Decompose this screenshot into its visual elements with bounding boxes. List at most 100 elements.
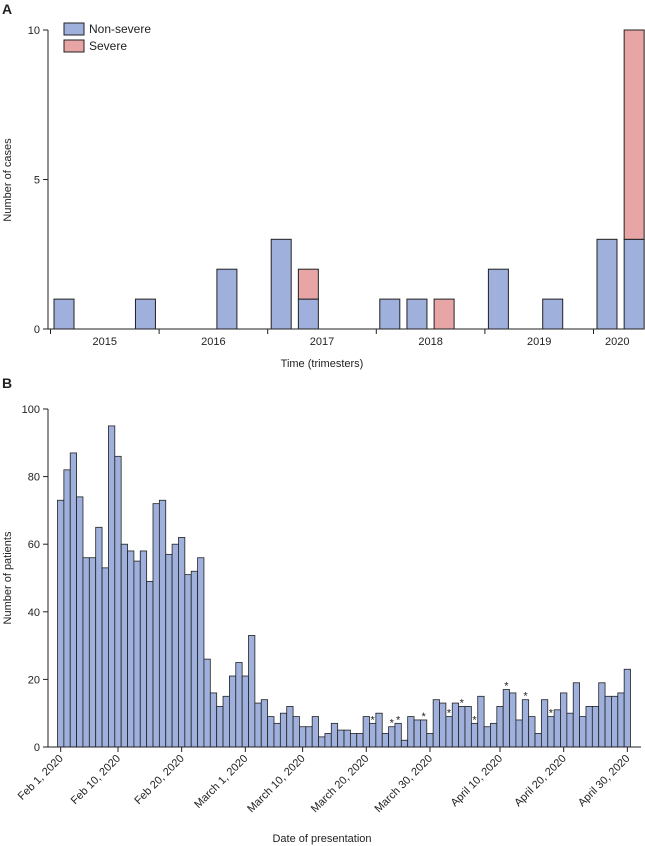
panel-b-bar — [330, 722, 339, 748]
panel-b-bar — [388, 726, 396, 748]
panel-b-bar — [381, 733, 389, 748]
panel-b-y-tick-label: 40 — [28, 607, 40, 619]
panel-b-bar — [604, 695, 612, 748]
panel-a-bar-severe — [297, 268, 319, 300]
panel-b-bar — [63, 469, 71, 748]
panel-b-bar — [611, 695, 619, 748]
panel-b-bar — [362, 716, 370, 748]
panel-b-bar — [273, 722, 281, 748]
panel-a-label: A — [2, 1, 12, 17]
panel-b-bar — [566, 712, 574, 748]
panel-b-bar — [509, 692, 517, 748]
panel-b-bar — [451, 702, 460, 748]
panel-b-bar — [547, 716, 555, 748]
panel-b-bar — [216, 706, 224, 748]
legend-swatch-non-severe — [63, 22, 85, 36]
panel-a-bar-non-severe — [270, 238, 292, 330]
panel-b-bar — [82, 557, 90, 748]
panel-b-significance-star: * — [421, 711, 426, 723]
panel-b-bar — [286, 706, 294, 748]
panel-a-year-label: 2016 — [201, 336, 225, 348]
panel-b-bar — [464, 706, 472, 748]
panel-b-y-tick-label: 60 — [28, 539, 40, 551]
panel-b-y-tick-label: 100 — [22, 404, 40, 416]
panel-b-bar — [114, 455, 122, 748]
panel-b-bar — [540, 699, 549, 748]
panel-a-bar-non-severe — [406, 298, 428, 330]
panel-b-bar — [235, 662, 243, 748]
panel-b-significance-star: * — [504, 681, 509, 693]
panel-a-bar-non-severe — [53, 298, 75, 330]
panel-b-bar — [617, 692, 625, 748]
panel-b-bar — [241, 675, 249, 748]
panel-b-bar — [470, 722, 479, 748]
panel-b-bar — [318, 736, 326, 748]
panel-b-bar — [400, 739, 409, 748]
panel-b-bar — [324, 733, 332, 748]
panel-b-bar — [171, 543, 179, 748]
panel-b-y-tick-label: 80 — [28, 472, 40, 484]
panel-b-label: B — [2, 375, 12, 391]
panel-b-bar — [439, 702, 447, 748]
panel-a-year-label: 2017 — [310, 336, 334, 348]
panel-b-x-tick-label: March 1, 2020 — [192, 753, 250, 811]
panel-b-bar — [591, 706, 600, 748]
panel-a-y-axis-title: Number of cases — [2, 138, 14, 222]
panel-b-bar — [432, 699, 440, 748]
panel-b-bar — [203, 658, 211, 748]
panel-b-bar — [158, 499, 167, 748]
panel-b-bar — [209, 692, 218, 748]
panel-b-bar — [57, 499, 65, 748]
panel-b-bar — [521, 699, 530, 748]
panel-b-bar — [260, 699, 269, 748]
panel-a-bar-non-severe — [623, 238, 645, 330]
panel-b-bar — [528, 716, 536, 748]
panel-a-bar-non-severe — [297, 298, 319, 330]
panel-b-bar — [572, 682, 580, 748]
panel-b-bar — [165, 553, 173, 748]
panel-a-year-label: 2018 — [418, 336, 442, 348]
panel-a-chart: 0 5 10 2015 2016 2017 2018 2019 2020 Non-severe… — [2, 22, 645, 370]
panel-a-bar-severe — [433, 298, 455, 330]
panel-b-x-axis-title: Date of presentation — [272, 833, 371, 845]
panel-b-bar — [120, 543, 128, 748]
panel-b-bar — [108, 425, 116, 748]
panel-b-bar — [279, 712, 288, 748]
panel-b-x-tick-label: Feb 20, 2020 — [132, 753, 186, 807]
panel-a-bar-non-severe — [134, 298, 156, 330]
panel-b-bar — [95, 526, 103, 748]
panel-b-bar — [413, 719, 421, 748]
panel-b-bar — [483, 726, 491, 748]
panel-a-y-tick-label: 10 — [28, 25, 40, 37]
panel-b-bar — [560, 692, 568, 748]
panel-a-y-tick-label: 5 — [34, 175, 40, 187]
panel-b-bar — [445, 716, 453, 748]
panel-b-bar — [343, 729, 351, 748]
panel-b-bar — [623, 668, 631, 748]
panel-b-x-tick-label: Feb 1, 2020 — [16, 753, 66, 803]
panel-b-bar — [420, 719, 428, 748]
panel-b-x-tick-label: Feb 10, 2020 — [69, 753, 123, 807]
panel-b-bar — [311, 716, 319, 748]
panel-a-bar-non-severe — [379, 298, 401, 330]
panel-b-significance-star: * — [396, 714, 401, 726]
panel-b-bar — [426, 733, 434, 748]
panel-b-bar — [349, 733, 358, 748]
panel-a-year-label: 2020 — [605, 336, 629, 348]
panel-b-significance-star: * — [523, 691, 528, 703]
panel-b-bar — [152, 503, 160, 748]
panel-b-x-tick-label: March 30, 2020 — [373, 753, 436, 816]
legend-label-non-severe: Non-severe — [89, 22, 151, 36]
panel-b-x-tick-label: April 30, 2020 — [576, 753, 632, 809]
panel-b-bar — [305, 726, 313, 748]
panel-b-bar — [490, 722, 498, 748]
panel-b-bar — [127, 550, 135, 748]
panel-b-bar — [369, 722, 377, 748]
panel-a-bar-non-severe — [596, 238, 618, 330]
panel-b-bar — [534, 733, 542, 748]
panel-b-significance-star: * — [460, 697, 465, 709]
panel-b-significance-star: * — [549, 708, 554, 720]
legend-label-severe: Severe — [89, 39, 127, 53]
